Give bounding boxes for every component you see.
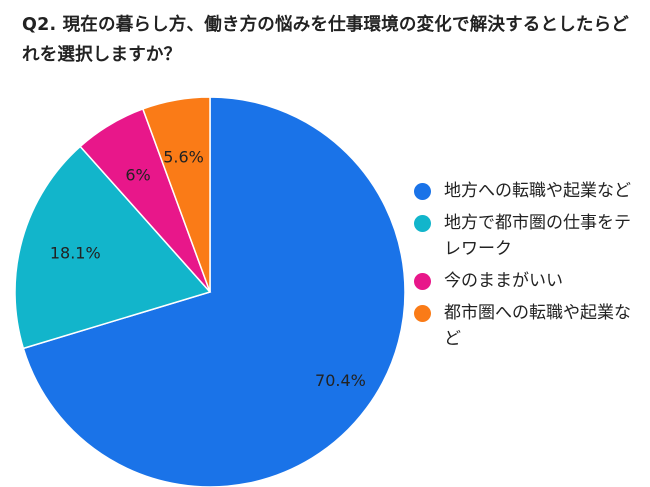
legend-swatch xyxy=(414,183,431,200)
chart-title: Q2. 現在の暮らし方、働き方の悩みを仕事環境の変化で解決するとしたらどれを選択… xyxy=(22,15,629,65)
pie-slice xyxy=(22,96,406,487)
legend-item: 地方で都市圏の仕事をテレワーク xyxy=(412,210,647,262)
legend-swatch xyxy=(414,305,431,322)
legend-item: 地方への転職や起業など xyxy=(412,178,647,204)
legend-label: 地方への転職や起業など xyxy=(444,181,631,201)
slice-label: 18.1% xyxy=(50,244,101,263)
legend-item: 今のままがいい xyxy=(412,268,647,294)
legend-label: 今のままがいい xyxy=(444,271,563,291)
legend-label: 地方で都市圏の仕事をテレワーク xyxy=(444,213,631,259)
legend-label: 都市圏への転職や起業など xyxy=(444,303,631,349)
legend-swatch xyxy=(414,215,431,232)
legend: 地方への転職や起業など 地方で都市圏の仕事をテレワーク 今のままがいい 都市圏へ… xyxy=(412,178,647,358)
pie-slice xyxy=(141,96,211,293)
pie-slice xyxy=(14,145,212,350)
legend-swatch xyxy=(414,273,431,290)
slice-label: 70.4% xyxy=(315,371,366,390)
slice-label: 5.6% xyxy=(163,148,204,167)
legend-item: 都市圏への転職や起業など xyxy=(412,300,647,352)
slice-label: 6% xyxy=(125,165,150,184)
